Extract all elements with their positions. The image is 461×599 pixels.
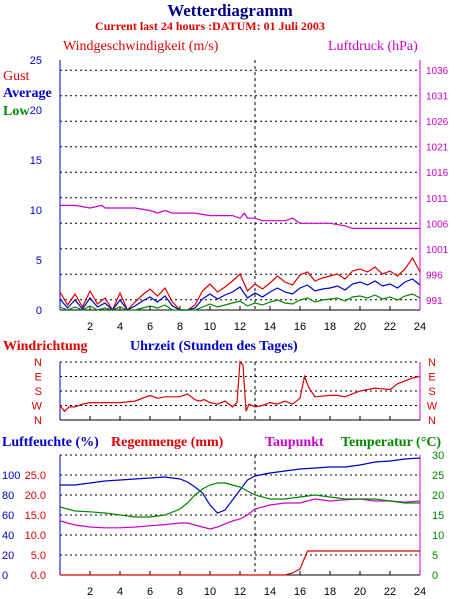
- legend-low: Low: [3, 104, 30, 119]
- temperature-ylabel: Temperatur (°C): [341, 435, 441, 450]
- humidity-x-tick-label-1: 4: [117, 586, 123, 598]
- rain-ylabel: Regenmenge (mm): [111, 435, 224, 450]
- pressure-y-tick-label-9: 1036: [426, 66, 449, 77]
- humidity-x-tick-label-6: 14: [264, 586, 276, 598]
- pressure-y-tick-label-0: 991: [426, 296, 443, 307]
- wind-x-tick-label-9: 20: [354, 321, 366, 333]
- wind-y-tick-label-1: 5: [36, 255, 42, 267]
- humidity-x-tick-label-2: 6: [147, 586, 153, 598]
- humidity-series-1: [60, 550, 420, 576]
- humidity-y-tick-label-1: 20: [2, 550, 14, 562]
- wind-x-tick-label-3: 8: [177, 321, 183, 333]
- rain-y-tick-label-5: 25.0: [25, 470, 46, 482]
- winddir-y2-tick-label-1: E: [428, 372, 435, 384]
- winddir-y2-tick-label-4: N: [428, 415, 436, 427]
- pressure-y-tick-label-2: 1001: [426, 245, 449, 256]
- pressure-y-tick-label-4: 1011: [426, 194, 448, 205]
- temperature-y-tick-label-6: 30: [432, 450, 444, 462]
- humidity-ylabel: Luftfeuchte (%): [2, 435, 99, 450]
- rain-y-tick-label-2: 10.0: [25, 530, 46, 542]
- humidity-series-2: [59, 498, 421, 530]
- rain-y-tick-label-3: 15.0: [25, 510, 46, 522]
- pressure-y-tick-label-1: 996: [426, 270, 443, 281]
- wind-ylabel: Windgeschwindigkeit (m/s): [63, 39, 219, 54]
- rain-y-tick-label-0: 0.0: [31, 570, 46, 582]
- winddir-y-tick-label-4: N: [34, 415, 42, 427]
- humidity-x-tick-label-10: 22: [384, 586, 396, 598]
- wind-x-tick-label-7: 16: [294, 321, 306, 333]
- humidity-x-tick-label-8: 18: [324, 586, 336, 598]
- temperature-y-tick-label-1: 5: [432, 550, 438, 562]
- humidity-x-tick-label-4: 10: [204, 586, 216, 598]
- pressure-ylabel: Luftdruck (hPa): [328, 39, 418, 54]
- wind-y-tick-label-5: 25: [30, 55, 42, 67]
- humidity-x-tick-label-0: 2: [87, 586, 93, 598]
- wind-series-3: [60, 204, 420, 229]
- pressure-y-tick-label-5: 1016: [426, 168, 449, 179]
- wind-x-tick-label-4: 10: [204, 321, 216, 333]
- legend-average: Average: [3, 86, 52, 101]
- winddir-y2-tick-label-2: S: [428, 386, 435, 398]
- temperature-y-tick-label-3: 15: [432, 510, 444, 522]
- humidity-x-tick-label-9: 20: [354, 586, 366, 598]
- winddir-y-tick-label-2: S: [35, 386, 42, 398]
- wind-x-tick-label-6: 14: [264, 321, 276, 333]
- pressure-y-tick-label-8: 1031: [426, 92, 449, 103]
- winddir-y-tick-label-3: W: [32, 401, 43, 413]
- winddir-y2-tick-label-3: W: [427, 401, 438, 413]
- temperature-y-tick-label-5: 25: [432, 470, 444, 482]
- winddir-ylabel: Windrichtung: [3, 339, 88, 354]
- chart-title: Wetterdiagramm: [167, 1, 293, 20]
- temperature-y-tick-label-4: 20: [432, 490, 444, 502]
- winddir-y-tick-label-0: N: [34, 357, 42, 369]
- temperature-y-tick-label-2: 10: [432, 530, 444, 542]
- chart-subtitle: Current last 24 hours :DATUM: 01 Juli 20…: [95, 19, 325, 33]
- temperature-y-tick-label-0: 0: [432, 570, 438, 582]
- winddir-series-0: [59, 360, 421, 413]
- wind-series-2: [59, 293, 421, 311]
- winddir-xlabel: Uhrzeit (Stunden des Tages): [130, 339, 298, 354]
- humidity-x-tick-label-3: 8: [177, 586, 183, 598]
- winddir-y2-tick-label-0: N: [428, 357, 436, 369]
- wind-x-tick-label-2: 6: [147, 321, 153, 333]
- plot-area: 0510152025991996100110061011101610211026…: [2, 55, 449, 598]
- humidity-x-tick-label-11: 24: [414, 586, 426, 598]
- rain-y-tick-label-1: 5.0: [31, 550, 46, 562]
- wind-x-tick-label-5: 12: [234, 321, 246, 333]
- humidity-x-tick-label-7: 16: [294, 586, 306, 598]
- wind-x-tick-label-0: 2: [87, 321, 93, 333]
- wind-series-0: [59, 256, 421, 312]
- pressure-y-tick-label-7: 1026: [426, 117, 449, 128]
- humidity-y-tick-label-3: 60: [2, 510, 14, 522]
- legend-gust: Gust: [3, 69, 30, 84]
- humidity-y-tick-label-2: 40: [2, 530, 14, 542]
- wind-x-tick-label-10: 22: [384, 321, 396, 333]
- wind-y-tick-label-4: 20: [30, 105, 42, 117]
- pressure-y-tick-label-3: 1006: [426, 219, 449, 230]
- dewpoint-label: Taupunkt: [265, 435, 324, 450]
- wind-y-tick-label-0: 0: [36, 305, 42, 317]
- wind-x-tick-label-1: 4: [117, 321, 123, 333]
- humidity-series-3: [59, 482, 420, 518]
- wind-series-1: [59, 278, 421, 311]
- rain-y-tick-label-4: 20.0: [25, 490, 46, 502]
- humidity-series-0: [60, 457, 421, 514]
- wind-x-tick-label-8: 18: [324, 321, 336, 333]
- wind-x-tick-label-11: 24: [414, 321, 426, 333]
- humidity-y-tick-label-0: 0: [2, 570, 8, 582]
- humidity-y-tick-label-4: 80: [2, 490, 14, 502]
- humidity-y-tick-label-5: 100: [2, 470, 20, 482]
- wind-y-tick-label-2: 10: [30, 205, 42, 217]
- pressure-y-tick-label-6: 1021: [426, 143, 449, 154]
- humidity-x-tick-label-5: 12: [234, 586, 246, 598]
- winddir-y-tick-label-1: E: [35, 372, 42, 384]
- wind-y-tick-label-3: 15: [30, 155, 42, 167]
